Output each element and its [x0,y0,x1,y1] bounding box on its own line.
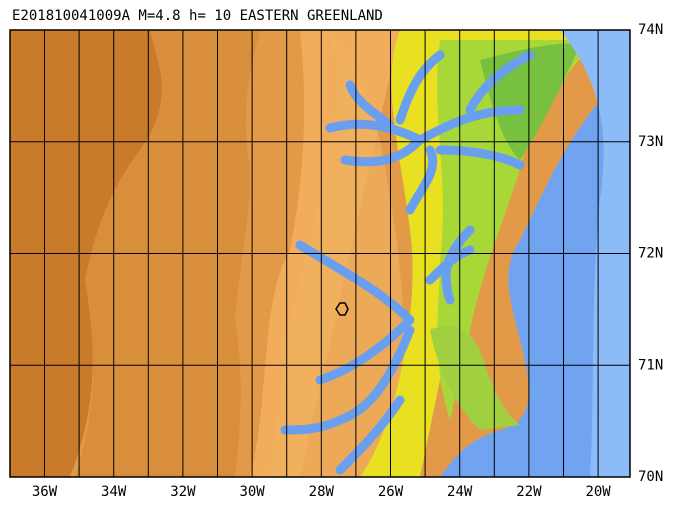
lat-label: 72N [638,246,663,262]
lat-label: 71N [638,357,663,373]
lon-label: 28W [309,484,335,500]
lat-label: 70N [638,469,663,485]
lat-label: 73N [638,134,663,150]
lon-label: 24W [447,484,473,500]
lon-label: 26W [378,484,404,500]
lon-label: 22W [516,484,542,500]
lon-label: 36W [32,484,58,500]
lat-label: 74N [638,22,663,38]
lon-label: 34W [101,484,127,500]
map-title: E201810041009A M=4.8 h= 10 EASTERN GREEN… [12,8,383,24]
lon-label: 30W [239,484,265,500]
map-frame [9,29,631,478]
fjords [280,50,535,475]
event-marker [335,302,349,316]
lon-label: 20W [585,484,611,500]
lon-label: 32W [170,484,196,500]
